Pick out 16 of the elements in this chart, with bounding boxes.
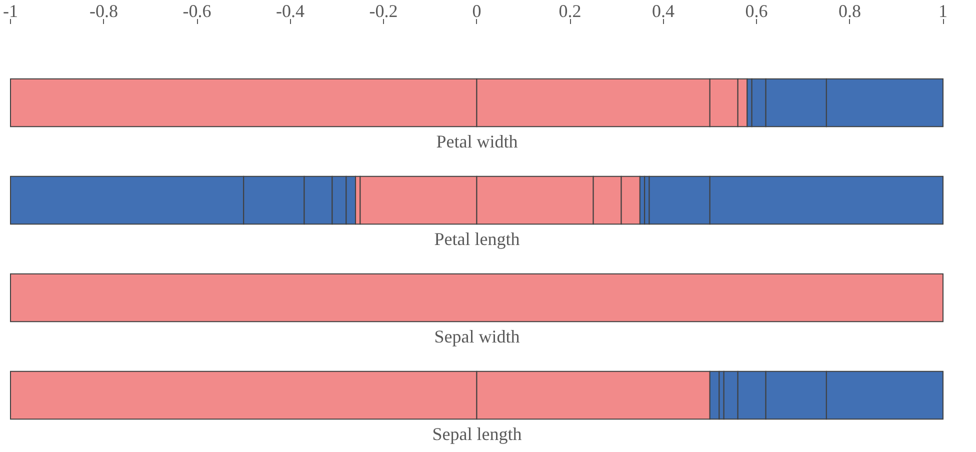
x-tick-label: -0.2 [369,1,398,21]
x-tick-label: -0.4 [276,1,304,21]
x-tick-label: 0.2 [558,1,582,21]
x-tick-label: -0.6 [182,1,212,21]
x-tick-label: 0.4 [652,1,674,21]
bar [10,273,944,322]
y-tick-label: Petal length [434,229,520,250]
y-tick-label: Sepal length [432,424,522,444]
x-tick-label: 0.6 [745,1,768,21]
y-tick-label: Petal width [436,132,518,152]
x-tick-label: -1 [2,1,18,21]
x-tick-label: -0.8 [89,1,118,21]
y-tick-label: Sepal width [434,326,520,347]
x-tick-label: 0 [472,1,482,21]
x-tick-label: 0.8 [838,1,861,21]
x-tick-label: 1 [938,1,948,21]
